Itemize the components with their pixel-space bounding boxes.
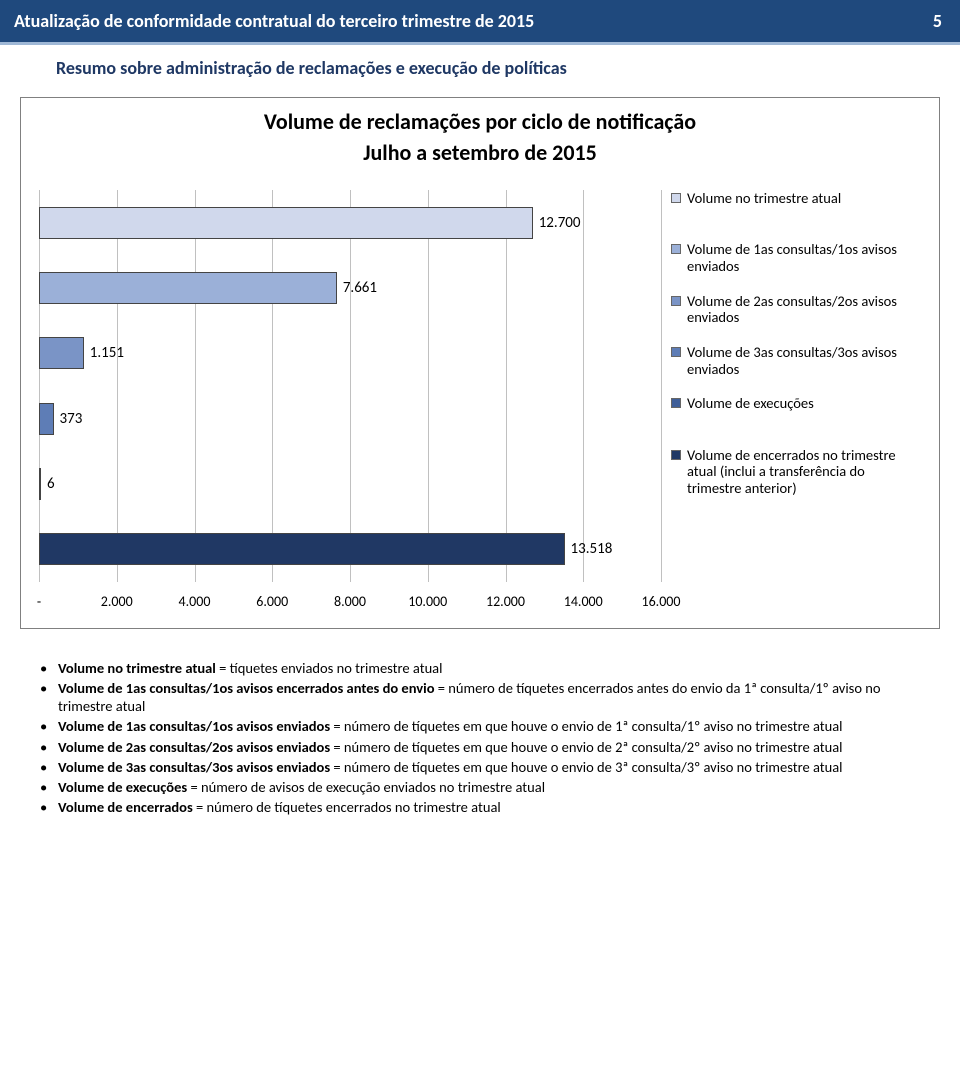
chart-container: Volume de reclamações por ciclo de notif…: [20, 97, 940, 629]
page-number: 5: [900, 0, 960, 42]
definition-desc: = número de tíquetes em que houve o envi…: [330, 758, 842, 776]
bar-value-label: 13.518: [565, 540, 613, 558]
legend-item: Volume de execuções: [671, 395, 921, 446]
bar-value-label: 12.700: [533, 214, 581, 232]
legend-item: Volume de 2as consultas/2os avisos envia…: [671, 293, 921, 344]
chart-plot-area: -2.0004.0006.0008.00010.00012.00014.0001…: [39, 190, 661, 620]
bar-row: 13.518: [39, 533, 661, 565]
bar-row: 373: [39, 403, 661, 435]
legend-text: Volume de 3as consultas/3os avisos envia…: [687, 344, 921, 377]
legend-swatch: [671, 244, 681, 254]
legend-item: Volume de 1as consultas/1os avisos envia…: [671, 241, 921, 292]
definitions-list: Volume no trimestre atual = tíquetes env…: [0, 629, 960, 828]
chart-bar: [39, 337, 84, 369]
chart-legend: Volume no trimestre atual Volume de 1as c…: [661, 190, 921, 620]
x-axis-tick: 6.000: [242, 593, 302, 610]
legend-text: Volume no trimestre atual: [687, 190, 841, 207]
chart-bar: [39, 403, 54, 435]
definition-item: Volume de execuções = número de avisos d…: [32, 778, 928, 798]
x-axis-tick: 8.000: [320, 593, 380, 610]
x-axis-tick: 10.000: [398, 593, 458, 610]
definition-item: Volume de 2as consultas/2os avisos envia…: [32, 738, 928, 758]
bar-value-label: 373: [54, 410, 83, 428]
grid-line: [195, 190, 196, 582]
legend-item: Volume de 3as consultas/3os avisos envia…: [671, 344, 921, 395]
definition-desc: = número de tíquetes em que houve o envi…: [330, 717, 842, 735]
definition-term: Volume de execuções: [58, 778, 187, 796]
grid-line: [583, 190, 584, 582]
chart-title-line2: Julho a setembro de 2015: [21, 139, 939, 190]
grid-line: [661, 190, 662, 582]
definition-term: Volume de 3as consultas/3os avisos envia…: [58, 758, 330, 776]
legend-text: Volume de encerrados no trimestre atual …: [687, 447, 921, 497]
legend-swatch: [671, 450, 681, 460]
chart-bar: [39, 207, 533, 239]
legend-item: Volume no trimestre atual: [671, 190, 921, 241]
definition-item: Volume de encerrados = número de tíquete…: [32, 798, 928, 818]
definition-term: Volume no trimestre atual: [58, 659, 216, 677]
chart-bar: [39, 533, 565, 565]
page-header: Atualização de conformidade contratual d…: [0, 0, 960, 45]
definition-term: Volume de 1as consultas/1os avisos envia…: [58, 717, 330, 735]
x-axis-tick: 4.000: [165, 593, 225, 610]
definition-desc: = tíquetes enviados no trimestre atual: [216, 659, 443, 677]
definition-desc: = número de tíquetes encerrados no trime…: [193, 798, 501, 816]
header-title: Atualização de conformidade contratual d…: [0, 0, 900, 42]
x-axis-tick: 14.000: [553, 593, 613, 610]
definition-desc: = número de tíquetes em que houve o envi…: [330, 738, 842, 756]
grid-line: [39, 190, 40, 582]
legend-text: Volume de 1as consultas/1os avisos envia…: [687, 241, 921, 274]
definition-item: Volume de 1as consultas/1os avisos encer…: [32, 679, 928, 717]
definition-item: Volume de 1as consultas/1os avisos envia…: [32, 717, 928, 737]
legend-swatch: [671, 296, 681, 306]
legend-text: Volume de 2as consultas/2os avisos envia…: [687, 293, 921, 326]
bar-value-label: 6: [41, 475, 55, 493]
definition-term: Volume de 1as consultas/1os avisos encer…: [58, 679, 435, 697]
bar-value-label: 1.151: [84, 344, 124, 362]
x-axis-tick: 12.000: [476, 593, 536, 610]
grid-line: [506, 190, 507, 582]
definition-term: Volume de encerrados: [58, 798, 193, 816]
definition-desc: = número de avisos de execução enviados …: [187, 778, 545, 796]
definition-term: Volume de 2as consultas/2os avisos envia…: [58, 738, 330, 756]
bar-row: 12.700: [39, 207, 661, 239]
grid-line: [428, 190, 429, 582]
section-subheader: Resumo sobre administração de reclamaçõe…: [0, 45, 960, 97]
grid-line: [350, 190, 351, 582]
grid-line: [117, 190, 118, 582]
legend-swatch: [671, 193, 681, 203]
bar-value-label: 7.661: [337, 279, 377, 297]
chart-title-line1: Volume de reclamações por ciclo de notif…: [21, 98, 939, 139]
legend-item: Volume de encerrados no trimestre atual …: [671, 447, 921, 511]
x-axis-tick: 16.000: [631, 593, 691, 610]
bar-row: 7.661: [39, 272, 661, 304]
grid-line: [272, 190, 273, 582]
x-axis-tick: 2.000: [87, 593, 147, 610]
bar-row: 1.151: [39, 337, 661, 369]
chart-bar: [39, 272, 337, 304]
bar-row: 6: [39, 468, 661, 500]
x-axis-tick: -: [9, 593, 69, 610]
legend-swatch: [671, 398, 681, 408]
legend-text: Volume de execuções: [687, 395, 814, 412]
definition-item: Volume de 3as consultas/3os avisos envia…: [32, 758, 928, 778]
definition-item: Volume no trimestre atual = tíquetes env…: [32, 659, 928, 679]
legend-swatch: [671, 347, 681, 357]
